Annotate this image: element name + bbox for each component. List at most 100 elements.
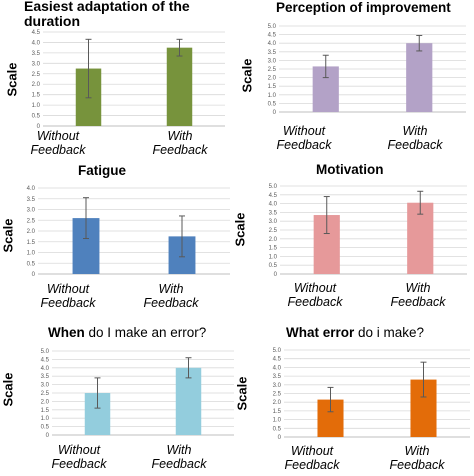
- bar: [175, 367, 202, 435]
- y-tick-label: 3.0: [268, 58, 277, 64]
- y-tick-label: 2.5: [41, 391, 50, 397]
- y-axis-label: Scale: [232, 212, 248, 247]
- bar-chart: 0 0.5 1.0 1.5 2.0 2.5 3.0 3.5 4.0 4.5 5.0: [269, 184, 467, 278]
- chart-title-bold: When: [48, 325, 85, 340]
- chart-title-bold: What error: [286, 325, 355, 340]
- x-category-line: Feedback: [51, 457, 107, 471]
- y-tick-label: 5.0: [41, 349, 50, 355]
- y-tick-label: 1.0: [41, 416, 50, 422]
- y-tick-label: 1.5: [273, 409, 282, 415]
- y-tick-label: 4.5: [269, 193, 278, 199]
- y-tick-label: 3.5: [27, 197, 36, 203]
- y-tick-label: 2.5: [273, 392, 282, 398]
- y-tick-label: 0.5: [269, 263, 278, 269]
- x-category-label: With Feedback: [377, 444, 457, 472]
- x-category-label: Without Feedback: [272, 444, 352, 472]
- y-tick-label: 2.5: [27, 218, 36, 224]
- y-tick-label: 4.0: [273, 365, 282, 371]
- bar: [166, 47, 193, 126]
- y-tick-label: 5.0: [273, 348, 282, 354]
- y-tick-label: 4.0: [268, 41, 277, 47]
- y-tick-label: 3.5: [32, 51, 41, 57]
- chart-title: Fatigue: [78, 163, 127, 178]
- y-tick-label: 4.0: [41, 366, 50, 372]
- y-tick-label: 0.5: [27, 261, 36, 267]
- y-tick-label: 2.0: [269, 237, 278, 243]
- y-tick-label: 1.0: [268, 93, 277, 99]
- y-tick-label: 3.0: [27, 208, 36, 214]
- x-category-line: Feedback: [389, 458, 445, 472]
- x-category-label: Without Feedback: [18, 129, 98, 157]
- y-tick-label: 1.0: [27, 251, 36, 257]
- y-tick-label: 0.5: [32, 114, 41, 120]
- x-category-line: Feedback: [284, 458, 340, 472]
- y-tick-label: 1.0: [32, 103, 41, 109]
- y-tick-label: 3.0: [32, 61, 41, 67]
- bar-chart: 0 0.5 1.0 1.5 2.0 2.5 3.0 3.5 4.0 4.5 5.0: [41, 349, 234, 439]
- x-category-line: Feedback: [276, 138, 332, 152]
- y-tick-label: 4.5: [32, 30, 41, 36]
- x-category-label: With Feedback: [378, 281, 458, 309]
- x-category-label: Without Feedback: [264, 124, 344, 152]
- chart-title: Easiest adaptation of the duration: [24, 0, 190, 29]
- y-tick-label: 2.5: [269, 228, 278, 234]
- y-tick-label: 4.5: [41, 357, 50, 363]
- x-category-line: Feedback: [387, 138, 443, 152]
- y-tick-label: 3.0: [269, 219, 278, 225]
- y-tick-label: 2.0: [41, 399, 50, 405]
- x-category-line: Feedback: [152, 143, 208, 157]
- y-tick-label: 4.0: [269, 202, 278, 208]
- chart-title: What error do i make?: [286, 325, 424, 340]
- x-category-label: With Feedback: [139, 443, 219, 471]
- x-category-line: Feedback: [143, 296, 199, 310]
- y-axis-label: Scale: [0, 372, 16, 407]
- chart-title: When do I make an error?: [48, 325, 206, 340]
- y-tick-label: 1.5: [41, 408, 50, 414]
- y-tick-label: 0.5: [273, 426, 282, 432]
- bar: [406, 43, 433, 113]
- bar-chart: 0 0.5 1.0 1.5 2.0 2.5 3.0 3.5 4.0 4.5 5.0: [273, 348, 470, 441]
- bar-chart: 0 0.5 1.0 1.5 2.0 2.5 3.0 3.5 4.0 4.5: [32, 30, 225, 130]
- y-tick-label: 2.0: [32, 82, 41, 88]
- y-tick-label: 2.5: [268, 67, 277, 73]
- y-tick-label: 0: [37, 124, 41, 130]
- y-tick-label: 3.5: [41, 374, 50, 380]
- x-category-line: Feedback: [390, 295, 446, 309]
- y-axis-label: Scale: [239, 58, 255, 93]
- chart-title: Motivation: [316, 162, 384, 177]
- x-category-label: Without Feedback: [275, 281, 355, 309]
- y-tick-label: 1.0: [273, 418, 282, 424]
- x-category-line: Feedback: [40, 296, 96, 310]
- y-axis-label: Scale: [4, 62, 20, 97]
- y-tick-label: 3.5: [269, 210, 278, 216]
- y-tick-label: 0: [32, 272, 36, 278]
- y-tick-label: 0.5: [268, 101, 277, 107]
- y-tick-label: 4.5: [268, 33, 277, 39]
- x-category-line: Without: [290, 444, 334, 458]
- x-category-line: With: [167, 129, 193, 143]
- y-tick-label: 0: [46, 433, 50, 439]
- x-category-label: With Feedback: [140, 129, 220, 157]
- x-category-line: Without: [282, 124, 326, 138]
- x-category-line: With: [158, 282, 184, 296]
- y-tick-label: 2.5: [32, 72, 41, 78]
- y-tick-label: 1.0: [269, 254, 278, 260]
- y-tick-label: 1.5: [268, 84, 277, 90]
- y-tick-label: 2.0: [273, 400, 282, 406]
- x-category-line: Feedback: [151, 457, 207, 471]
- y-tick-label: 4.0: [27, 186, 36, 192]
- y-tick-label: 5.0: [269, 184, 278, 190]
- chart-title: Perception of improvement: [276, 0, 451, 15]
- x-category-line: Without: [57, 443, 101, 457]
- x-category-label: With Feedback: [375, 124, 455, 152]
- y-tick-label: 1.5: [269, 246, 278, 252]
- x-category-line: Without: [293, 281, 337, 295]
- y-tick-label: 0: [278, 435, 282, 441]
- y-axis-label: Scale: [234, 376, 250, 411]
- x-category-label: With Feedback: [131, 282, 211, 310]
- x-category-line: With: [402, 124, 428, 138]
- bar-chart: 0 0.5 1.0 1.5 2.0 2.5 3.0 3.5 4.0: [27, 186, 230, 278]
- y-tick-label: 0.5: [41, 425, 50, 431]
- y-tick-label: 5.0: [268, 24, 277, 30]
- x-category-line: Feedback: [30, 143, 86, 157]
